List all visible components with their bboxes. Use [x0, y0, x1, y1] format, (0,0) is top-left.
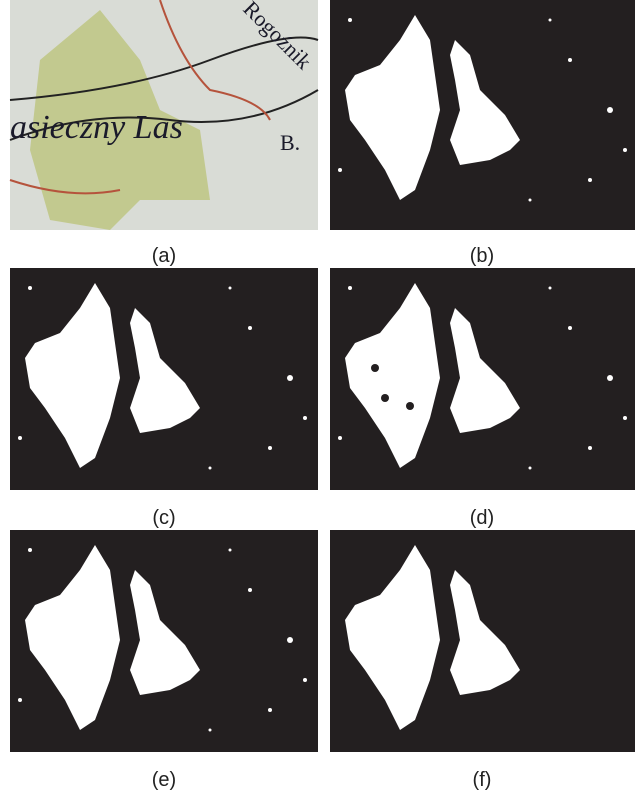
- caption: (d): [470, 507, 494, 529]
- panel-d: [330, 268, 635, 490]
- figure: asieczny Las Rogoźnik B. (a) (b) (c) (d)…: [0, 0, 635, 794]
- panel-b: [330, 0, 635, 230]
- caption: (a): [152, 245, 176, 267]
- panel-a: asieczny Las Rogoźnik B.: [10, 0, 318, 230]
- page: asieczny Las Rogoźnik B. (a) (b) (c) (d)…: [0, 0, 635, 794]
- caption: (e): [152, 769, 176, 791]
- caption: (b): [470, 245, 494, 267]
- panel-e: [10, 530, 318, 752]
- map-label: asieczny Las: [10, 109, 183, 146]
- caption: (f): [473, 769, 492, 791]
- map-label: B.: [280, 130, 300, 155]
- panel-c: [10, 268, 318, 490]
- panel-f: [330, 530, 635, 752]
- caption: (c): [152, 507, 175, 529]
